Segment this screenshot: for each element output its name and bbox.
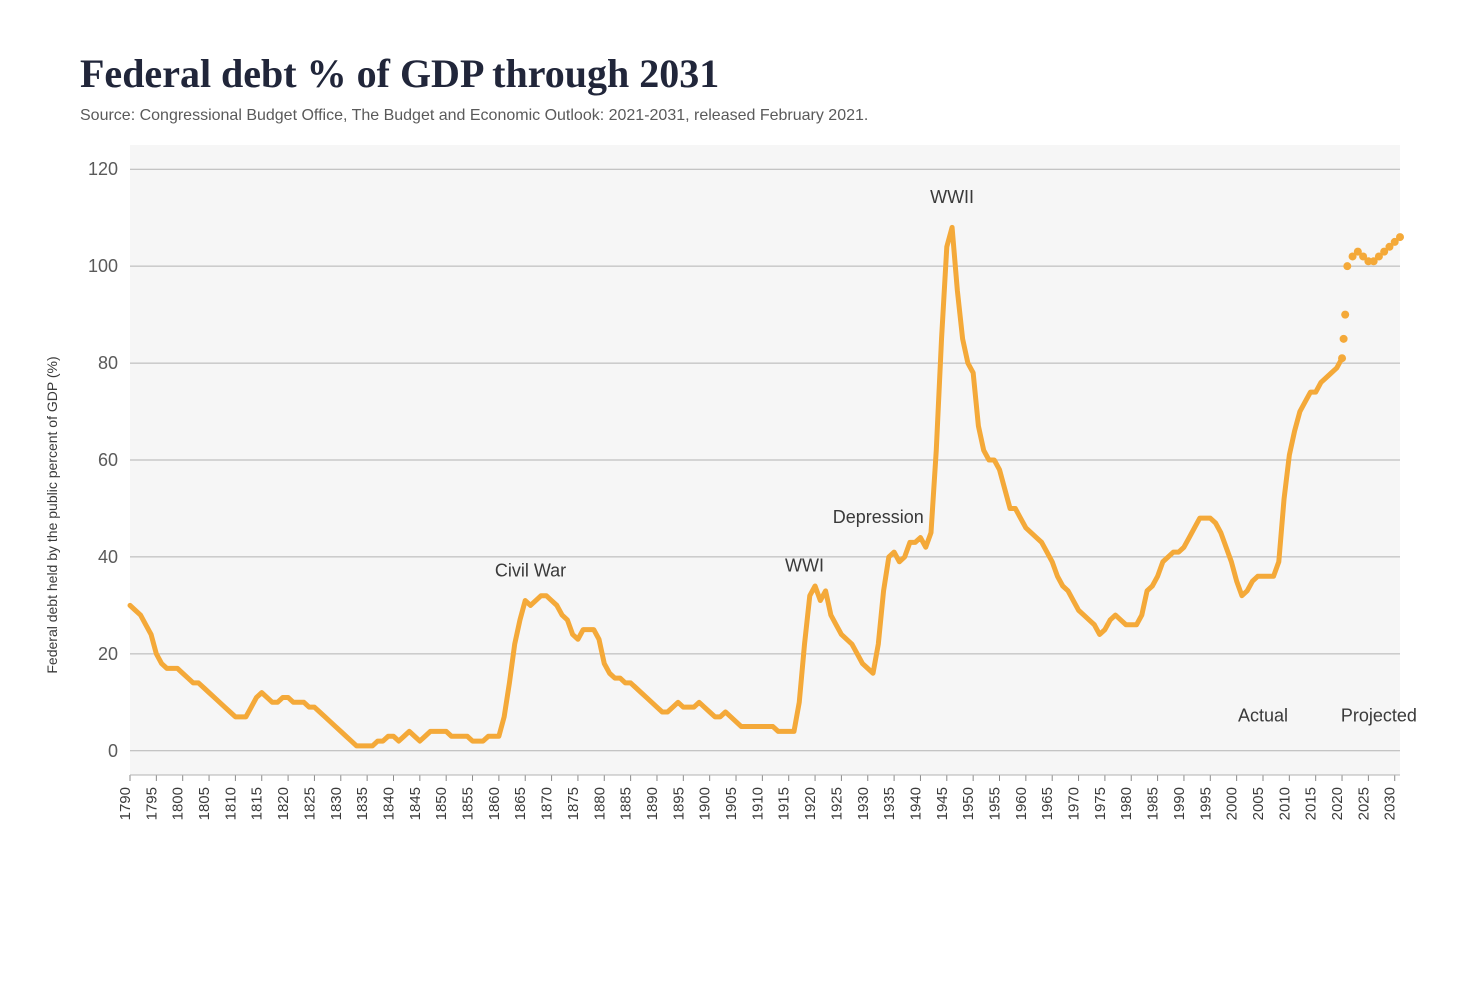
x-tick-label: 1930 (855, 787, 872, 820)
x-tick-label: 1940 (907, 787, 924, 820)
x-tick-label: 1800 (170, 787, 187, 820)
x-tick-label: 1790 (117, 787, 134, 820)
x-tick-label: 1810 (222, 787, 239, 820)
x-tick-label: 1955 (987, 787, 1004, 820)
x-tick-label: 1855 (460, 787, 477, 820)
x-tick-label: 1915 (776, 787, 793, 820)
x-tick-label: 1960 (1013, 787, 1030, 820)
x-tick-label: 1975 (1092, 787, 1109, 820)
y-axis-label: Federal debt held by the public percent … (44, 356, 60, 673)
x-tick-label: 1795 (143, 787, 160, 820)
x-tick-label: 1870 (539, 787, 556, 820)
y-tick-label: 0 (108, 741, 118, 761)
y-tick-label: 60 (98, 450, 118, 470)
x-tick-label: 1985 (1145, 787, 1162, 820)
x-tick-label: 1840 (380, 787, 397, 820)
series-projected-dot (1396, 233, 1404, 241)
x-tick-label: 1860 (486, 787, 503, 820)
x-tick-label: 2005 (1250, 787, 1267, 820)
x-tick-label: 2030 (1382, 787, 1399, 820)
chart-annotation: Civil War (495, 560, 566, 580)
y-tick-label: 40 (98, 547, 118, 567)
x-tick-label: 1990 (1171, 787, 1188, 820)
x-tick-label: 1995 (1197, 787, 1214, 820)
chart-source: Source: Congressional Budget Office, The… (80, 107, 1420, 125)
x-tick-label: 1980 (1118, 787, 1135, 820)
x-tick-label: 2015 (1303, 787, 1320, 820)
x-tick-label: 1880 (591, 787, 608, 820)
x-tick-label: 2010 (1276, 787, 1293, 820)
x-tick-label: 1925 (828, 787, 845, 820)
x-tick-label: 2020 (1329, 787, 1346, 820)
x-tick-label: 1850 (433, 787, 450, 820)
x-tick-label: 1935 (881, 787, 898, 820)
chart-annotation: Actual (1238, 706, 1288, 726)
chart-title: Federal debt % of GDP through 2031 (80, 50, 1420, 97)
x-tick-label: 1965 (1039, 787, 1056, 820)
series-projected-dot (1338, 354, 1346, 362)
chart-annotation: Projected (1341, 706, 1417, 726)
x-tick-label: 1865 (512, 787, 529, 820)
x-tick-label: 1920 (802, 787, 819, 820)
x-tick-label: 1905 (723, 787, 740, 820)
x-tick-label: 1970 (1066, 787, 1083, 820)
x-tick-label: 1890 (644, 787, 661, 820)
chart-annotation: WWI (785, 555, 824, 575)
chart-annotation: Depression (833, 507, 924, 527)
x-tick-label: 1815 (249, 787, 266, 820)
chart-annotation: WWII (930, 187, 974, 207)
debt-gdp-line-chart: 0 20 40 60 80 100 120 1790 1795 1800 1805 1810 1815 1… (60, 135, 1420, 895)
x-tick-label: 1950 (960, 787, 977, 820)
x-tick-label: 1895 (670, 787, 687, 820)
x-tick-label: 1900 (697, 787, 714, 820)
x-tick-label: 1820 (275, 787, 292, 820)
x-tick-label: 1945 (934, 787, 951, 820)
y-tick-label: 20 (98, 644, 118, 664)
x-tick-label: 1910 (749, 787, 766, 820)
series-projected-dot (1343, 262, 1351, 270)
x-tick-label: 1825 (301, 787, 318, 820)
x-tick-label: 1875 (565, 787, 582, 820)
x-tick-label: 1835 (354, 787, 371, 820)
y-tick-label: 100 (88, 256, 118, 276)
x-tick-label: 1830 (328, 787, 345, 820)
x-tick-label: 2000 (1224, 787, 1241, 820)
x-tick-label: 1885 (618, 787, 635, 820)
y-tick-label: 80 (98, 353, 118, 373)
x-tick-label: 2025 (1355, 787, 1372, 820)
series-projected-dot (1341, 311, 1349, 319)
x-tick-label: 1845 (407, 787, 424, 820)
y-tick-label: 120 (88, 159, 118, 179)
series-projected-dot (1340, 335, 1348, 343)
x-tick-label: 1805 (196, 787, 213, 820)
